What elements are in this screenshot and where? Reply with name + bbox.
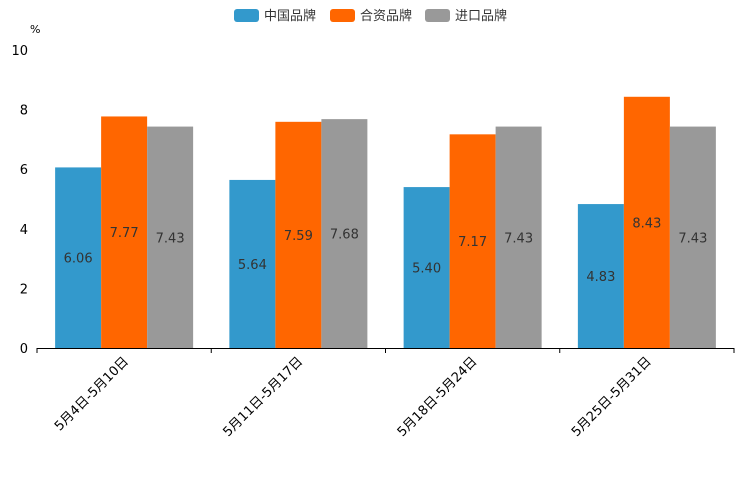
x-category-label: 5月11日-5月17日 <box>220 354 306 440</box>
x-category-label: 5月18日-5月24日 <box>395 354 481 440</box>
bar-2-2[interactable] <box>275 121 322 349</box>
y-tick-label: 0 <box>20 342 28 357</box>
bar-data-label: 7.17 <box>458 235 487 250</box>
legend-swatch-1[interactable] <box>234 9 259 22</box>
x-category-label: 5月25日-5月31日 <box>569 354 655 440</box>
bar-2-1[interactable] <box>229 179 276 348</box>
x-axis: 5月4日-5月10日 5月11日-5月17日 5月18日-5月24日 5月25日-5月… <box>36 348 735 440</box>
bar-1-2[interactable] <box>101 116 148 348</box>
x-category-label: 5月4日-5月10日 <box>52 354 132 434</box>
legend-swatch-2[interactable] <box>330 9 355 22</box>
bar-3-2[interactable] <box>449 134 496 348</box>
bar-3-1[interactable] <box>403 187 450 348</box>
bar-data-label: 7.43 <box>678 231 707 246</box>
bar-4-2[interactable] <box>623 96 670 348</box>
bars <box>55 96 716 349</box>
bar-data-label: 6.06 <box>64 252 93 267</box>
legend: 中国品牌 合资品牌 进口品牌 <box>234 8 507 24</box>
legend-label-3[interactable]: 进口品牌 <box>455 8 507 24</box>
y-axis-unit-label: % <box>30 23 40 36</box>
bar-1-3[interactable] <box>147 126 194 348</box>
y-tick-label: 8 <box>20 104 28 119</box>
bar-2-3[interactable] <box>321 119 368 348</box>
bar-data-label: 7.43 <box>156 231 185 246</box>
bar-data-label: 7.77 <box>110 226 139 241</box>
bar-4-3[interactable] <box>669 126 716 348</box>
bar-data-label: 4.83 <box>586 270 615 285</box>
bar-4-1[interactable] <box>577 204 624 348</box>
bar-data-label: 8.43 <box>632 216 661 231</box>
bar-3-3[interactable] <box>495 126 542 348</box>
bar-data-label: 5.64 <box>238 258 267 273</box>
bar-data-label: 7.68 <box>330 228 359 243</box>
bar-1-1[interactable] <box>55 167 102 348</box>
bar-labels: 6.06 7.77 7.43 5.64 7.59 7.68 5.40 7.17 7.43 4.83… <box>64 216 708 285</box>
bar-data-label: 7.59 <box>284 229 313 244</box>
legend-label-1[interactable]: 中国品牌 <box>264 8 316 24</box>
y-tick-label: 6 <box>20 163 28 178</box>
y-tick-label: 2 <box>20 282 28 297</box>
y-axis: 0 2 4 6 8 10 <box>11 44 28 357</box>
y-tick-label: 10 <box>11 44 28 59</box>
bar-data-label: 7.43 <box>504 231 533 246</box>
legend-swatch-3[interactable] <box>425 9 450 22</box>
bar-data-label: 5.40 <box>412 262 441 277</box>
y-tick-label: 4 <box>20 223 28 238</box>
legend-label-2[interactable]: 合资品牌 <box>360 8 412 24</box>
